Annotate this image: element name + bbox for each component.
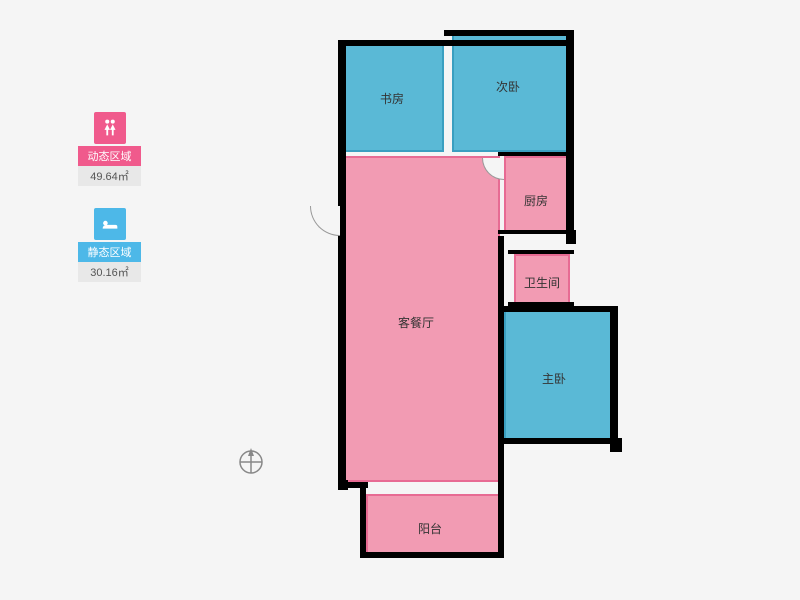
- room-label-living: 客餐厅: [398, 314, 434, 331]
- room-label-kitchen: 厨房: [524, 192, 548, 209]
- legend-static: 静态区域 30.16㎡: [78, 208, 141, 282]
- room-label-study: 书房: [380, 90, 404, 107]
- pillar: [610, 438, 622, 452]
- wall: [566, 30, 574, 240]
- pillar: [338, 480, 348, 490]
- wall: [498, 236, 504, 306]
- wall: [498, 306, 618, 312]
- room-label-bath: 卫生间: [524, 274, 560, 291]
- compass-icon: [235, 444, 267, 476]
- wall: [610, 306, 618, 446]
- door-arc: [310, 206, 340, 236]
- wall: [498, 306, 504, 486]
- wall: [338, 152, 346, 488]
- room-label-master: 主卧: [542, 370, 566, 387]
- wall: [338, 40, 346, 156]
- wall: [498, 482, 504, 558]
- room-label-balcony: 阳台: [418, 520, 442, 537]
- legend-static-title: 静态区域: [78, 242, 141, 262]
- room-label-bed2: 次卧: [496, 78, 520, 95]
- wall: [498, 230, 574, 234]
- wall: [498, 438, 618, 444]
- wall: [498, 152, 574, 156]
- wall: [360, 552, 504, 558]
- legend: 动态区域 49.64㎡ 静态区域 30.16㎡: [78, 112, 141, 304]
- people-icon: [94, 112, 126, 144]
- pillar: [566, 230, 576, 244]
- legend-dynamic-title: 动态区域: [78, 146, 141, 166]
- sleep-icon: [94, 208, 126, 240]
- floor-plan: 书房 次卧客餐厅 厨房卫生间主卧阳台: [338, 30, 668, 570]
- wall: [360, 488, 366, 558]
- wall: [444, 30, 574, 36]
- legend-dynamic: 动态区域 49.64㎡: [78, 112, 141, 186]
- legend-dynamic-value: 49.64㎡: [78, 166, 141, 186]
- legend-static-value: 30.16㎡: [78, 262, 141, 282]
- wall: [508, 250, 574, 254]
- wall: [338, 40, 574, 46]
